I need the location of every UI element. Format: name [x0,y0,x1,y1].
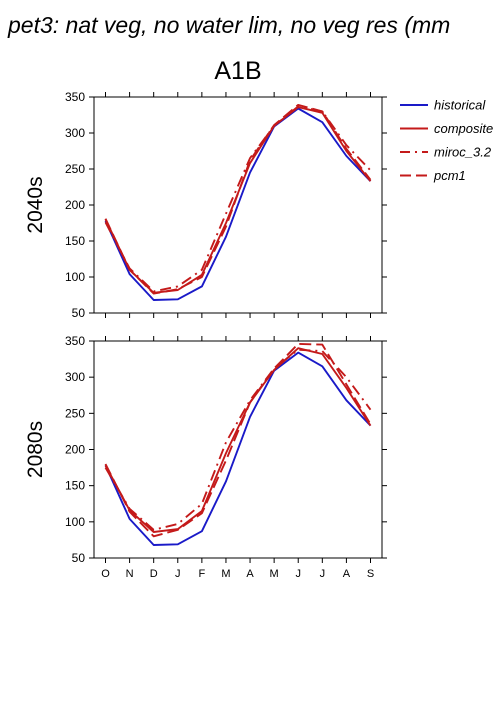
y-tick-label: 300 [65,126,85,140]
x-tick-label: F [198,568,205,580]
panel-2040s: 50 100 150 200 250 300 350 2040s [24,90,387,320]
legend-label: pcm1 [433,168,466,183]
y-tick-label: 250 [65,162,85,176]
x-tick-label: J [175,568,181,580]
x-tick-label: O [101,568,110,580]
x-tick-label: D [150,568,158,580]
x-tick-label: A [246,568,254,580]
series-line-pcm1 [104,342,372,538]
series-line-miroc-3-2 [104,348,372,531]
series-line-historical [104,107,372,301]
series-line-pcm1 [104,103,372,295]
x-tick-label: A [343,568,351,580]
y-tick-label: 100 [65,270,85,284]
x-tick-label: S [367,568,374,580]
y-tick-label: 350 [65,334,85,348]
x-tick-label: J [320,568,326,580]
y-tick-label: 200 [65,198,85,212]
x-tick-label: N [126,568,134,580]
page-title: pet3: nat veg, no water lim, no veg res … [7,12,450,38]
series-line-composite [104,347,372,533]
y-tick-label: 100 [65,515,85,529]
y-axis-label: 2080s [24,421,47,478]
series-line-historical [104,351,372,546]
x-tick-label: M [221,568,230,580]
legend-label: miroc_3.2 [434,145,492,160]
x-tick-label: J [295,568,301,580]
series-line-miroc-3-2 [104,105,372,293]
legend: historical composite miroc_3.2 pcm1 [400,98,493,183]
scenario-title: A1B [214,57,261,85]
y-tick-label: 150 [65,234,85,248]
y-tick-label: 50 [72,306,86,320]
legend-label: composite [434,121,493,136]
y-tick-label: 350 [65,90,85,104]
y-tick-label: 200 [65,443,85,457]
y-tick-label: 250 [65,406,85,420]
legend-label: historical [434,98,486,113]
y-tick-label: 300 [65,370,85,384]
y-tick-label: 150 [65,479,85,493]
y-axis-label: 2040s [24,176,47,233]
panel-2080s: 50 100 150 200 250 300 350 O N D J F M A M J J A S 2080s [24,334,387,580]
y-tick-label: 50 [72,551,86,565]
x-tick-label: M [270,568,279,580]
